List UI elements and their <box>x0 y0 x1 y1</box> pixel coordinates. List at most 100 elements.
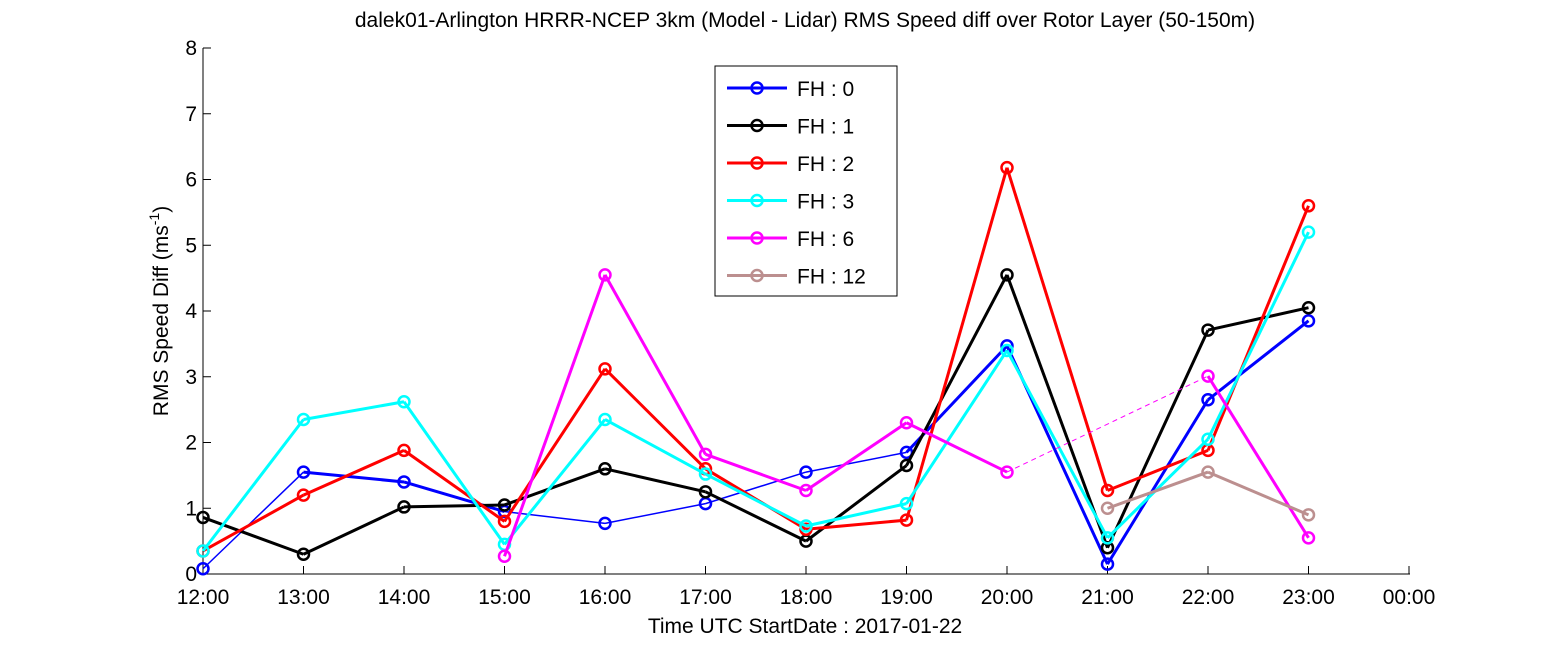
series-segment <box>905 167 1009 521</box>
data-point <box>1000 465 1014 479</box>
x-tick-label: 21:00 <box>1081 586 1134 609</box>
legend-box <box>714 65 898 297</box>
series-segment <box>302 449 405 497</box>
data-point <box>598 462 612 476</box>
data-point <box>598 268 612 282</box>
data-point <box>1301 225 1316 239</box>
data-point <box>497 549 512 563</box>
series-segment <box>905 349 1009 505</box>
series-segment <box>603 367 707 470</box>
y-tick-label: 8 <box>185 37 197 60</box>
x-tick-label: 17:00 <box>679 586 732 609</box>
y-tick-label: 3 <box>185 366 197 389</box>
data-point <box>397 500 411 514</box>
series-segment <box>1106 398 1210 565</box>
data-point <box>1201 432 1215 446</box>
series-gap-segment <box>1006 375 1209 473</box>
legend-marker <box>750 156 764 170</box>
data-point <box>799 483 813 498</box>
y-tick-label: 6 <box>185 169 197 192</box>
chart-title: dalek01-Arlington HRRR-NCEP 3km (Model -… <box>355 9 1255 32</box>
series-segment <box>1106 438 1210 539</box>
data-point <box>497 514 512 529</box>
series-segment <box>503 418 607 546</box>
data-point <box>1201 393 1215 407</box>
data-point <box>1301 508 1316 522</box>
series-segment <box>604 418 707 476</box>
series-segment <box>1106 470 1209 510</box>
data-point <box>698 485 713 499</box>
data-point <box>397 475 411 489</box>
series-segment <box>704 472 807 528</box>
series-segment <box>1005 274 1109 549</box>
series-segment <box>805 464 908 543</box>
data-point <box>1301 199 1316 213</box>
series-segment <box>604 502 706 525</box>
data-point <box>899 416 914 430</box>
x-tick-label: 00:00 <box>1383 586 1436 609</box>
x-tick-label: 12:00 <box>177 586 230 609</box>
data-point <box>1201 369 1215 383</box>
y-axis-ticks: 0 1 2 3 4 5 6 7 8 <box>185 37 211 586</box>
legend-marker <box>750 231 764 245</box>
series-segment <box>805 502 907 528</box>
series-segment <box>1005 349 1109 539</box>
x-tick-label: 20:00 <box>981 586 1034 609</box>
data-point <box>1301 300 1316 315</box>
series-segment <box>303 470 405 484</box>
series-segment <box>503 368 607 523</box>
data-point <box>1000 160 1014 175</box>
data-point <box>1100 483 1115 498</box>
series-segment <box>1005 167 1109 491</box>
series-segment <box>805 421 908 492</box>
series-segment <box>503 274 607 557</box>
series-segment <box>303 400 405 421</box>
series-segment <box>604 467 706 494</box>
data-point <box>899 458 914 473</box>
series-segment <box>1206 375 1310 539</box>
legend-label: FH : 6 <box>797 228 854 251</box>
series-segment <box>202 516 305 556</box>
series-0 <box>196 314 1316 576</box>
data-point <box>799 519 813 533</box>
data-point <box>698 467 713 481</box>
data-point <box>296 412 311 427</box>
legend-label: FH : 1 <box>797 116 854 139</box>
series-segment <box>805 518 907 531</box>
y-tick-label: 0 <box>185 563 197 586</box>
data-point <box>1301 314 1316 328</box>
series-segment <box>403 449 506 523</box>
legend: FH : 0 FH : 1 FH : 2 FH : 3 FH : 6 FH : 12 <box>714 65 898 297</box>
data-point <box>1100 531 1115 545</box>
data-point <box>1100 501 1115 515</box>
y-tick-label: 5 <box>185 234 197 257</box>
data-point <box>1201 465 1215 479</box>
x-tick-label: 18:00 <box>780 586 833 609</box>
data-point <box>799 465 813 479</box>
series-segment <box>1207 470 1310 517</box>
series-segment <box>402 400 506 546</box>
x-tick-label: 13:00 <box>277 586 330 609</box>
series-layer <box>196 160 1316 576</box>
legend-marker <box>750 268 764 283</box>
data-point <box>598 362 612 376</box>
series-segment <box>905 274 1009 467</box>
series-4 <box>497 268 1316 563</box>
x-tick-label: 22:00 <box>1182 586 1235 609</box>
data-point <box>598 516 612 531</box>
x-axis-label: Time UTC StartDate : 2017-01-22 <box>648 615 962 638</box>
data-point <box>397 394 411 409</box>
series-segment <box>905 421 1008 474</box>
series-segment <box>704 490 807 543</box>
series-segment <box>503 467 606 507</box>
series-segment <box>603 274 707 456</box>
series-segment <box>805 451 907 473</box>
data-point <box>296 465 311 479</box>
data-point <box>296 547 311 562</box>
legend-label: FH : 3 <box>797 191 854 214</box>
series-segment <box>202 471 305 570</box>
y-tick-label: 7 <box>185 103 197 126</box>
y-axis-label-end: ) <box>150 206 173 213</box>
y-axis-label-sup: -1 <box>146 213 162 226</box>
